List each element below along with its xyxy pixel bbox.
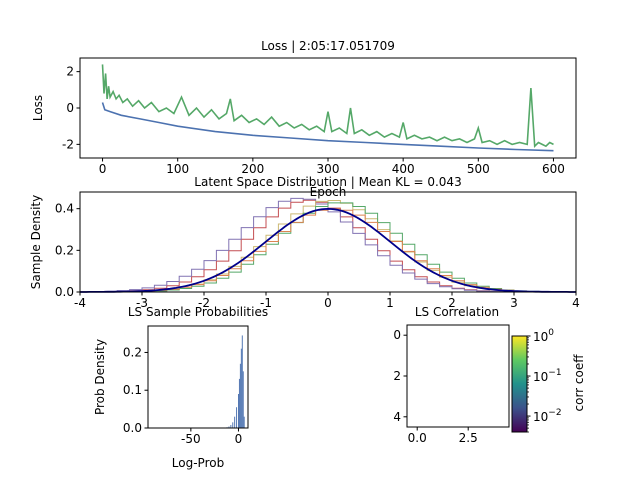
logprob-ytick-label: 0.2 xyxy=(123,345,142,359)
logprob-title: LS Sample Probabilities xyxy=(128,305,268,319)
loss-chart: Loss | 2:05:17.051709 0 100 200 300 400 500 60… xyxy=(31,39,577,199)
logprob-bar xyxy=(242,371,244,428)
latent-xtick-label: 0 xyxy=(324,296,332,310)
logprob-bar xyxy=(241,335,243,428)
loss-ytick-label: 2 xyxy=(66,65,74,79)
corr-ytick-label: 4 xyxy=(393,410,401,424)
loss-ytick-label: 0 xyxy=(66,101,74,115)
logprob-ylabel: Prob Density xyxy=(93,339,107,415)
colorbar-tick-label: 100 xyxy=(533,328,554,344)
corr-ytick-label: 2 xyxy=(393,369,401,383)
latent-xtick-label: -2 xyxy=(198,296,210,310)
logprob-bar xyxy=(239,363,241,428)
latent-ytick-label: 0.4 xyxy=(55,202,74,216)
logprob-bar xyxy=(236,407,238,428)
corr-xtick-label: 0.0 xyxy=(408,431,427,445)
latent-chart: Latent Space Distribution | Mean KL = 0.… xyxy=(29,175,580,310)
logprob-plot-area xyxy=(224,335,245,428)
logprob-ticks: -50 0 0.0 0.1 0.2 xyxy=(123,345,242,446)
latent-ytick-label: 0.2 xyxy=(55,243,74,257)
loss-xtick-label: 300 xyxy=(317,162,340,176)
logprob-ytick-label: 0.1 xyxy=(123,383,142,397)
loss-plot-area xyxy=(101,64,554,152)
loss-xtick-label: 200 xyxy=(241,162,264,176)
logprob-bar xyxy=(240,348,242,428)
colorbar xyxy=(511,335,528,433)
loss-series-validation xyxy=(101,64,554,149)
latent-xtick-label: 4 xyxy=(572,296,580,310)
colorbar-tick-label: 10−2 xyxy=(533,408,562,424)
colorbar-label: corr coeff xyxy=(572,354,586,412)
logprob-frame xyxy=(147,325,249,429)
loss-xtick-label: 600 xyxy=(542,162,565,176)
latent-xtick-label: -1 xyxy=(260,296,272,310)
loss-xtick-label: 500 xyxy=(467,162,490,176)
logprob-bar xyxy=(238,394,239,428)
latent-title: Latent Space Distribution | Mean KL = 0.… xyxy=(194,175,461,189)
logprob-xtick-label: -50 xyxy=(181,432,201,446)
latent-xtick-label: -3 xyxy=(136,296,148,310)
corr-ticks: 0.0 2.5 0 2 4 xyxy=(393,328,477,445)
latent-xtick-label: 1 xyxy=(386,296,394,310)
latent-ytick-label: 0.0 xyxy=(55,285,74,299)
loss-ytick-label: -2 xyxy=(62,137,74,151)
corr-ytick-label: 0 xyxy=(393,328,401,342)
logprob-xlabel: Log-Prob xyxy=(172,456,224,470)
logprob-bar xyxy=(228,426,230,428)
corr-xtick-label: 2.5 xyxy=(459,431,478,445)
latent-reference-curve xyxy=(80,207,576,293)
latent-ylabel: Sample Density xyxy=(29,195,43,289)
logprob-bar xyxy=(232,422,234,428)
corr-title: LS Correlation xyxy=(415,305,499,319)
corr-chart: LS Correlation 0.0 2.5 0 2 4 100 10−1 10−2 cor… xyxy=(393,305,586,445)
loss-xtick-label: 100 xyxy=(166,162,189,176)
latent-xtick-label: 3 xyxy=(510,296,518,310)
loss-xtick-label: 400 xyxy=(392,162,415,176)
logprob-chart: LS Sample Probabilities -50 0 0.0 0.1 0.2 Lo… xyxy=(93,305,268,470)
logprob-bar xyxy=(234,416,236,428)
logprob-bar xyxy=(243,416,245,428)
colorbar-tick-label: 10−1 xyxy=(533,368,562,384)
latent-xtick-label: 2 xyxy=(448,296,456,310)
latent-plot-area xyxy=(80,197,576,293)
logprob-ytick-label: 0.0 xyxy=(123,421,142,435)
latent-ticks: -4 -3 -2 -1 0 1 2 3 4 0.0 0.2 0.4 xyxy=(55,202,580,310)
logprob-bar xyxy=(230,424,232,428)
latent-xtick-label: -4 xyxy=(74,296,86,310)
loss-title: Loss | 2:05:17.051709 xyxy=(261,39,395,53)
colorbar-ticks: 100 10−1 10−2 xyxy=(527,328,562,433)
loss-ylabel: Loss xyxy=(31,95,45,121)
loss-series-train xyxy=(101,102,554,152)
logprob-xtick-label: 0 xyxy=(235,432,243,446)
loss-xtick-label: 0 xyxy=(99,162,107,176)
logprob-bar xyxy=(238,378,240,428)
loss-ticks: 0 100 200 300 400 500 600 -2 0 2 xyxy=(62,65,565,176)
